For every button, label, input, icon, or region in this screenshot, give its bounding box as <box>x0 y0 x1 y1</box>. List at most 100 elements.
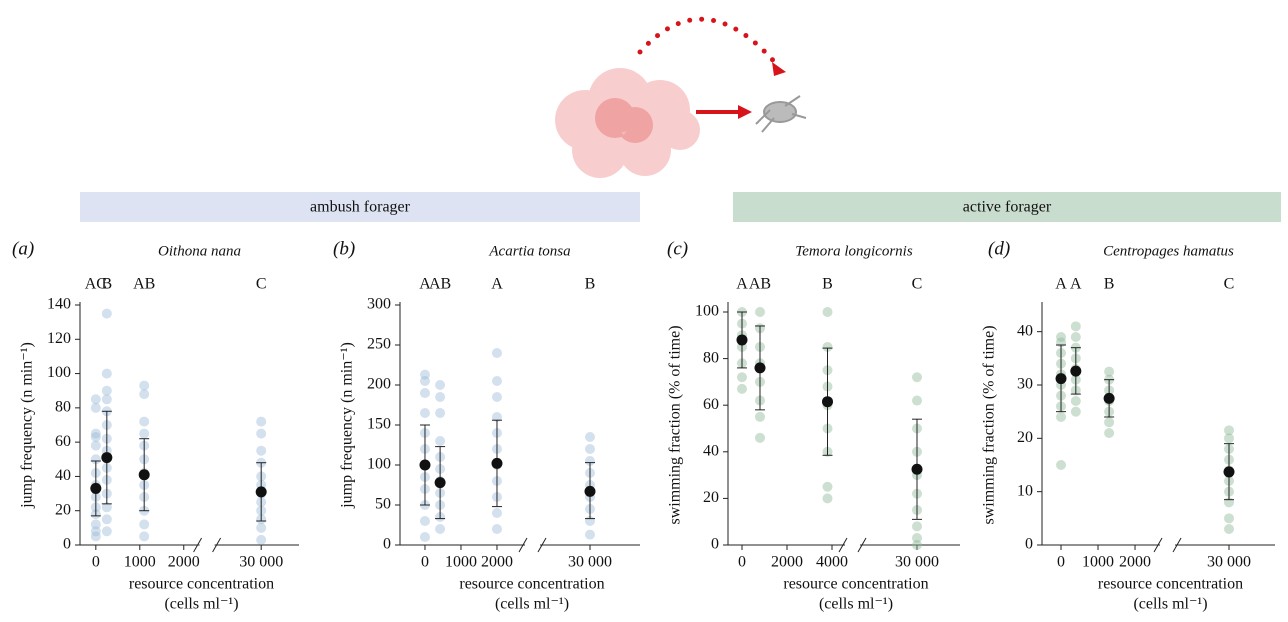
mean-point <box>584 485 596 497</box>
data-point <box>139 531 150 542</box>
x-tick-label: 0 <box>1057 554 1065 571</box>
data-point <box>90 440 101 451</box>
data-point <box>822 306 833 317</box>
data-point <box>912 533 923 544</box>
mean-point <box>419 459 431 471</box>
data-point <box>1224 433 1235 444</box>
data-point <box>101 514 112 525</box>
significance-letter: AC <box>85 276 107 293</box>
data-point <box>101 385 112 396</box>
significance-letter: A <box>419 276 431 293</box>
data-point <box>419 376 430 386</box>
data-point <box>1224 425 1235 436</box>
data-point <box>584 456 595 466</box>
data-point <box>1056 332 1067 342</box>
data-point <box>1070 396 1081 406</box>
data-point <box>1070 321 1081 332</box>
y-tick-label: 60 <box>55 433 71 450</box>
axis-break <box>212 537 222 553</box>
x-tick-label: 0 <box>738 554 746 571</box>
data-point <box>419 516 430 526</box>
data-point <box>90 428 101 439</box>
significance-letter: C <box>256 276 267 293</box>
x-axis-unit: (cells ml⁻¹) <box>1133 596 1207 613</box>
mean-point <box>138 469 150 481</box>
y-tick-label: 40 <box>1017 322 1033 339</box>
significance-letter: A <box>1055 276 1067 293</box>
banner <box>80 192 640 222</box>
y-tick-label: 150 <box>367 416 391 433</box>
banner <box>733 192 1281 222</box>
mean-point <box>754 362 766 374</box>
data-point <box>491 348 502 358</box>
y-tick-label: 20 <box>1017 429 1033 446</box>
significance-letter: AB <box>133 276 155 293</box>
data-point <box>435 380 446 390</box>
x-axis-label: resource concentration <box>1098 576 1243 593</box>
y-tick-label: 80 <box>55 399 71 416</box>
data-point <box>139 416 150 427</box>
x-tick-label: 1000 <box>124 554 156 571</box>
data-point <box>419 369 430 380</box>
mean-point <box>1055 373 1067 385</box>
data-point <box>754 432 765 443</box>
data-point <box>90 432 101 442</box>
data-point <box>912 395 923 406</box>
x-tick-label: 1000 <box>1082 554 1114 571</box>
data-point <box>822 341 833 352</box>
mean-point <box>90 482 102 494</box>
data-point <box>584 529 595 540</box>
mean-point <box>101 452 113 464</box>
banner-label: ambush forager <box>310 199 411 216</box>
x-axis-unit: (cells ml⁻¹) <box>164 596 238 613</box>
data-point <box>419 388 430 398</box>
significance-letter: B <box>822 276 833 293</box>
x-tick-label: 2000 <box>1119 554 1151 571</box>
x-tick-label: 2000 <box>168 554 200 571</box>
data-point <box>1224 524 1235 534</box>
data-point <box>912 521 923 532</box>
significance-letter: B <box>585 276 596 293</box>
x-tick-label: 0 <box>92 554 100 571</box>
mean-point <box>255 486 267 498</box>
mean-point <box>911 463 923 475</box>
axis-break <box>1172 537 1182 553</box>
mean-point <box>821 396 833 408</box>
x-tick-label: 2000 <box>771 554 803 571</box>
axis-break <box>537 537 547 553</box>
data-point <box>1056 460 1067 470</box>
significance-letter: AB <box>429 276 451 293</box>
y-tick-label: 140 <box>47 296 71 313</box>
x-axis-unit: (cells ml⁻¹) <box>495 596 569 613</box>
data-point <box>90 454 101 465</box>
significance-letter: C <box>912 276 923 293</box>
data-point <box>491 412 502 422</box>
y-tick-label: 100 <box>367 456 391 473</box>
x-axis-label: resource concentration <box>129 576 274 593</box>
significance-letter: A <box>491 276 503 293</box>
y-axis-label: swimming fraction (% of time) <box>981 325 998 524</box>
data-point <box>256 534 267 545</box>
data-point <box>1070 332 1081 342</box>
data-point <box>256 522 267 533</box>
data-point <box>139 428 150 439</box>
y-tick-label: 80 <box>703 349 719 366</box>
significance-letter: A <box>736 276 748 293</box>
data-point <box>1104 366 1115 377</box>
panel-label: (a) <box>12 238 34 259</box>
data-point <box>912 372 923 383</box>
panel-label: (c) <box>667 238 688 259</box>
y-tick-label: 0 <box>63 536 71 553</box>
data-point <box>435 524 446 534</box>
y-tick-label: 100 <box>47 364 71 381</box>
data-point <box>912 540 923 550</box>
data-point <box>256 428 267 439</box>
data-point <box>90 402 101 413</box>
data-point <box>1104 428 1115 438</box>
y-tick-label: 100 <box>695 303 719 320</box>
mean-point <box>1103 392 1115 404</box>
x-tick-label: 4000 <box>816 554 848 571</box>
x-tick-label: 30 000 <box>239 554 283 571</box>
data-point <box>139 389 150 400</box>
